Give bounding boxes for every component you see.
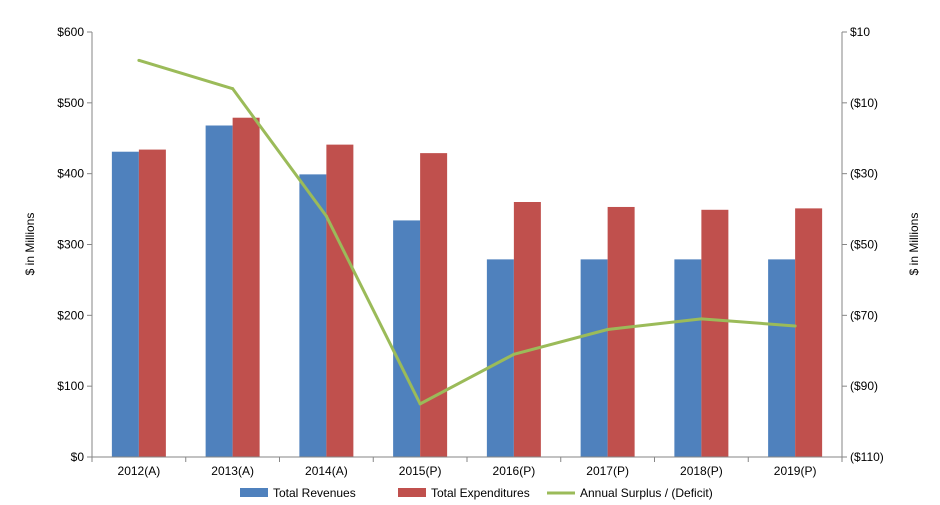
right-tick-label: ($30) (850, 167, 878, 181)
right-tick-label: $10 (850, 25, 870, 39)
x-tick-label: 2012(A) (118, 464, 161, 478)
legend-label: Total Expenditures (431, 486, 530, 500)
x-tick-label: 2013(A) (211, 464, 254, 478)
revenue-bar (580, 259, 608, 457)
surplus-point (137, 58, 141, 62)
revenue-bar (205, 125, 233, 457)
right-tick-label: ($10) (850, 96, 878, 110)
expenditure-bar (232, 117, 260, 457)
expenditure-bar (701, 209, 729, 457)
left-tick-label: $200 (57, 308, 84, 322)
legend-item-revenues: Total Revenues (240, 486, 356, 500)
right-tick-label: ($110) (850, 450, 884, 464)
x-tick-label: 2019(P) (774, 464, 817, 478)
expenditure-bar (795, 208, 823, 457)
legend-item-surplus: Annual Surplus / (Deficit) (547, 486, 713, 500)
left-tick-label: $400 (57, 167, 84, 181)
surplus-point (512, 352, 516, 356)
expenditure-bar (420, 153, 448, 457)
x-tick-label: 2016(P) (493, 464, 536, 478)
left-tick-label: $100 (57, 379, 84, 393)
right-tick-label: ($50) (850, 238, 878, 252)
x-axis-ticks: 2012(A) 2013(A) 2014(A) 2015(P) 2016(P) 2017(… (91, 457, 843, 478)
x-tick-label: 2015(P) (399, 464, 442, 478)
left-tick-label: $300 (57, 238, 84, 252)
legend-swatch (240, 488, 268, 497)
right-tick-label: ($90) (850, 379, 878, 393)
surplus-point (231, 87, 235, 91)
revenue-bar (393, 220, 421, 457)
revenue-bar (768, 259, 796, 457)
x-tick-label: 2017(P) (586, 464, 629, 478)
x-tick-label: 2018(P) (680, 464, 723, 478)
bar-marks (111, 117, 823, 458)
revenue-bar (111, 151, 139, 458)
surplus-point (606, 328, 610, 331)
legend-label: Annual Surplus / (Deficit) (580, 486, 713, 500)
expenditure-bar (607, 206, 635, 457)
legend-item-expenditures: Total Expenditures (398, 486, 530, 500)
expenditure-bar (326, 144, 354, 457)
legend-label: Total Revenues (273, 486, 356, 500)
surplus-point (793, 324, 797, 328)
left-tick-label: $600 (57, 25, 84, 39)
left-tick-label: $0 (71, 450, 85, 464)
surplus-line (138, 58, 796, 406)
surplus-point (324, 214, 328, 218)
revenue-bar (299, 174, 327, 457)
right-tick-label: ($70) (850, 308, 878, 322)
legend: Total Revenues Total Expenditures Annual S… (240, 486, 713, 500)
right-axis-title: $ in Millions (907, 213, 921, 276)
axes (91, 32, 843, 458)
revenue-bar (674, 259, 702, 457)
surplus-point (699, 317, 703, 321)
left-tick-label: $500 (57, 96, 84, 110)
x-tick-label: 2014(A) (305, 464, 348, 478)
right-axis-ticks: ($110) ($90) ($70) ($50) ($30) ($10) $10 (842, 25, 884, 464)
legend-swatch (398, 488, 426, 497)
line-layer (137, 58, 797, 406)
expenditure-bar (513, 202, 541, 457)
surplus-point (418, 402, 422, 406)
left-axis-title: $ in Millions (23, 213, 37, 276)
revenue-bar (486, 259, 514, 457)
expenditure-bar (138, 149, 166, 458)
left-axis-ticks: $0 $100 $200 $300 $400 $500 $600 (57, 25, 92, 464)
